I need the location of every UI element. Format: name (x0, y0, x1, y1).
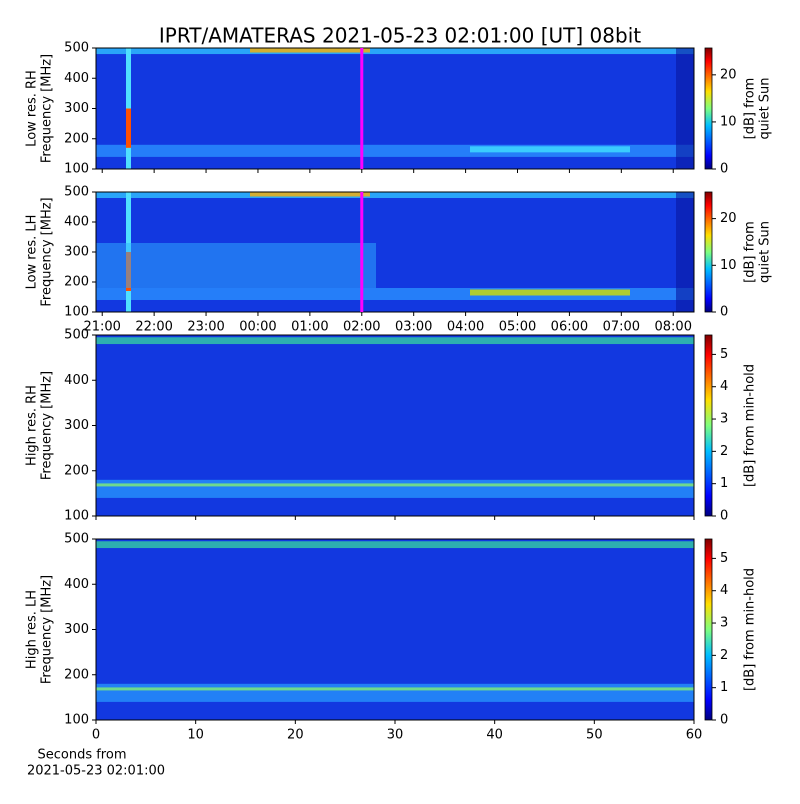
y-tick-label: 100 (64, 713, 89, 728)
x-tick-label: 00:00 (239, 320, 276, 335)
band (250, 48, 370, 53)
y-tick-label: 500 (64, 328, 89, 343)
band (470, 146, 630, 153)
y-axis-label: Low res. RH (25, 70, 40, 147)
colorbar-tick-label: 2 (720, 648, 728, 663)
x-tick-label: 10 (187, 728, 204, 743)
colorbar-tick-label: 0 (720, 305, 728, 320)
colorbar-label: [dB] from (743, 78, 758, 140)
chart-title: IPRT/AMATERAS 2021-05-23 02:01:00 [UT] 0… (159, 24, 641, 48)
band (96, 687, 694, 691)
colorbar (704, 538, 713, 721)
colorbar-tick-label: 10 (720, 114, 737, 129)
x-tick-label: 02:00 (343, 320, 380, 335)
y-tick-label: 400 (64, 215, 89, 230)
x-axis-label: Seconds from (37, 748, 126, 763)
colorbar-label: [dB] from (743, 221, 758, 283)
x-tick-label: 60 (686, 728, 703, 743)
x-tick-label: 08:00 (655, 320, 692, 335)
x-tick-label: 30 (387, 728, 404, 743)
y-tick-label: 100 (64, 305, 89, 320)
colorbar-label: quiet Sun (758, 221, 773, 283)
colorbar (704, 191, 713, 313)
y-tick-label: 100 (64, 509, 89, 524)
y-tick-label: 100 (64, 162, 89, 177)
y-axis-label: High res. LH (25, 590, 40, 669)
x-tick-label: 05:00 (499, 320, 536, 335)
y-axis-label: Frequency [MHz] (40, 197, 55, 306)
band (250, 192, 370, 197)
band (470, 289, 630, 296)
band (96, 483, 694, 487)
x-tick-label: 04:00 (447, 320, 484, 335)
y-tick-label: 300 (64, 245, 89, 260)
colorbar-tick-label: 20 (720, 211, 737, 226)
band (96, 192, 694, 198)
x-tick-label: 23:00 (187, 320, 224, 335)
colorbar-tick-label: 5 (720, 347, 728, 362)
y-tick-label: 200 (64, 463, 89, 478)
y-axis-label: Frequency [MHz] (40, 54, 55, 163)
y-tick-label: 300 (64, 622, 89, 637)
y-tick-label: 300 (64, 101, 89, 116)
band (96, 48, 694, 55)
colorbar (704, 47, 713, 170)
band (96, 243, 376, 288)
x-tick-label: 21:00 (83, 320, 120, 335)
x-tick-label: 20 (287, 728, 304, 743)
colorbar-tick-label: 1 (720, 680, 728, 695)
y-tick-label: 400 (64, 71, 89, 86)
y-axis-label: Frequency [MHz] (40, 371, 55, 480)
x-tick-label: 50 (586, 728, 603, 743)
band (96, 337, 694, 345)
colorbar-tick-label: 1 (720, 476, 728, 491)
x-tick-label: 01:00 (291, 320, 328, 335)
colorbar-tick-label: 4 (720, 583, 728, 598)
band (96, 541, 694, 549)
y-tick-label: 200 (64, 275, 89, 290)
colorbar-tick-label: 2 (720, 444, 728, 459)
y-tick-label: 200 (64, 667, 89, 682)
burst (126, 108, 131, 148)
x-axis-label: 2021-05-23 02:01:00 (27, 764, 165, 779)
y-tick-label: 200 (64, 131, 89, 146)
x-tick-label: 07:00 (603, 320, 640, 335)
y-tick-label: 400 (64, 373, 89, 388)
y-tick-label: 500 (64, 185, 89, 200)
y-axis-label: Frequency [MHz] (40, 575, 55, 684)
y-tick-label: 300 (64, 418, 89, 433)
x-tick-label: 22:00 (135, 320, 172, 335)
colorbar-tick-label: 4 (720, 379, 728, 394)
colorbar-tick-label: 5 (720, 551, 728, 566)
colorbar-label: [dB] from min-hold (743, 568, 758, 691)
band (676, 192, 694, 312)
colorbar-tick-label: 0 (720, 162, 728, 177)
colorbar-tick-label: 20 (720, 67, 737, 82)
colorbar-tick-label: 0 (720, 713, 728, 728)
y-tick-label: 500 (64, 41, 89, 56)
band (96, 479, 694, 498)
y-axis-label: Low res. LH (25, 215, 40, 290)
x-tick-label: 0 (92, 728, 100, 743)
x-tick-label: 40 (486, 728, 503, 743)
x-tick-label: 06:00 (551, 320, 588, 335)
band (676, 48, 694, 169)
band (96, 683, 694, 702)
colorbar-label: [dB] from min-hold (743, 364, 758, 487)
colorbar-tick-label: 3 (720, 616, 728, 631)
y-tick-label: 400 (64, 577, 89, 592)
y-tick-label: 500 (64, 532, 89, 547)
colorbar-tick-label: 0 (720, 509, 728, 524)
colorbar-label: quiet Sun (758, 77, 773, 139)
x-tick-label: 03:00 (395, 320, 432, 335)
colorbar-tick-label: 3 (720, 412, 728, 427)
y-axis-label: High res. RH (25, 385, 40, 466)
colorbar-tick-label: 10 (720, 258, 737, 273)
colorbar (704, 334, 713, 517)
